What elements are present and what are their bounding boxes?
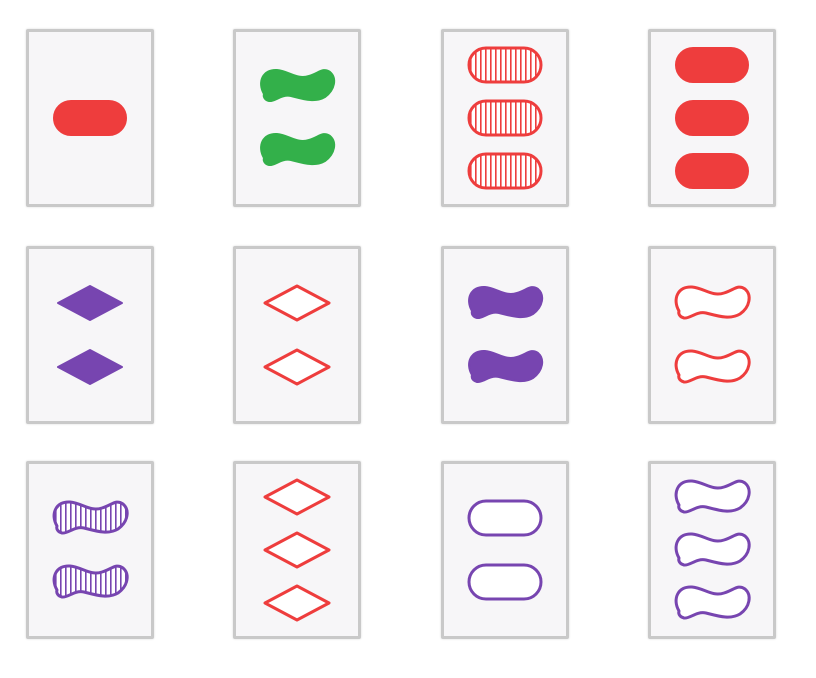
card-2-red-empty-squiggle[interactable] (648, 246, 776, 424)
oval-symbol (675, 47, 749, 83)
card-2-green-solid-squiggle[interactable] (233, 29, 361, 207)
card-symbols (53, 100, 127, 136)
card-3-red-empty-diamond[interactable] (233, 461, 361, 639)
squiggle-symbol (674, 349, 751, 384)
card-1-red-solid-oval[interactable] (26, 29, 154, 207)
diamond-symbol (263, 348, 331, 386)
diamond-symbol (57, 285, 123, 321)
oval-symbol (467, 99, 543, 137)
diamond-symbol (263, 531, 331, 569)
oval-symbol (675, 153, 749, 189)
card-3-red-solid-oval[interactable] (648, 29, 776, 207)
card-symbols (263, 284, 331, 386)
squiggle-symbol (674, 479, 751, 514)
card-symbols (260, 68, 336, 167)
card-3-purple-empty-squiggle[interactable] (648, 461, 776, 639)
card-2-purple-empty-oval[interactable] (441, 461, 569, 639)
card-2-purple-solid-diamond[interactable] (26, 246, 154, 424)
card-symbols (467, 46, 543, 190)
squiggle-symbol (52, 564, 129, 599)
card-symbols (674, 285, 751, 384)
squiggle-symbol (468, 349, 544, 384)
card-2-red-empty-diamond[interactable] (233, 246, 361, 424)
card-3-red-striped-oval[interactable] (441, 29, 569, 207)
diamond-symbol (263, 478, 331, 516)
card-2-purple-striped-squiggle[interactable] (26, 461, 154, 639)
oval-symbol (467, 152, 543, 190)
card-symbols (468, 285, 544, 384)
diamond-symbol (263, 284, 331, 322)
card-symbols (52, 500, 129, 599)
card-symbols (674, 479, 751, 620)
squiggle-symbol (674, 532, 751, 567)
card-2-purple-solid-squiggle[interactable] (441, 246, 569, 424)
squiggle-symbol (674, 285, 751, 320)
card-symbols (467, 499, 543, 601)
card-symbols (57, 285, 123, 385)
oval-symbol (53, 100, 127, 136)
diamond-symbol (57, 349, 123, 385)
card-symbols (263, 478, 331, 622)
squiggle-symbol (260, 68, 336, 103)
card-symbols (675, 47, 749, 189)
squiggle-symbol (468, 285, 544, 320)
oval-symbol (467, 563, 543, 601)
oval-symbol (467, 46, 543, 84)
squiggle-symbol (674, 585, 751, 620)
squiggle-symbol (52, 500, 129, 535)
oval-symbol (467, 499, 543, 537)
oval-symbol (675, 100, 749, 136)
squiggle-symbol (260, 132, 336, 167)
diamond-symbol (263, 584, 331, 622)
